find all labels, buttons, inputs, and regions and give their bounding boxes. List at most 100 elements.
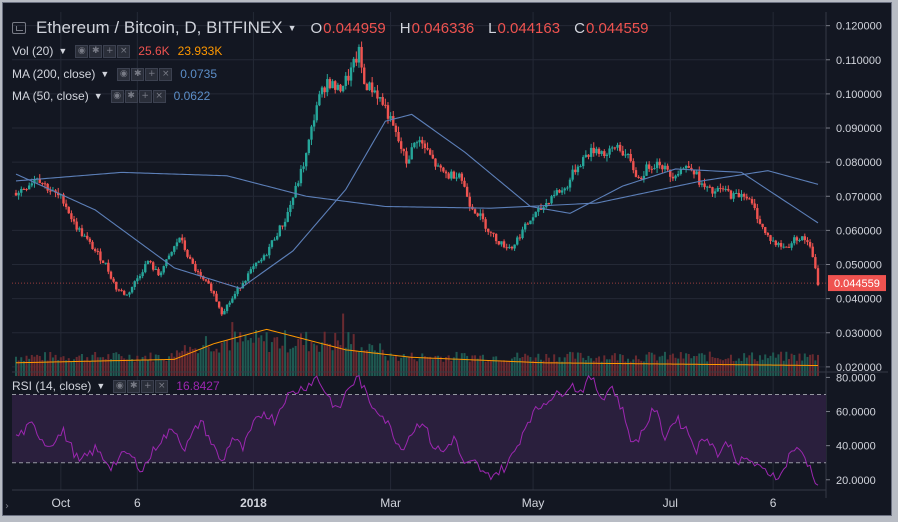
close-icon[interactable]: × xyxy=(155,379,169,393)
ma200-value: 0.0735 xyxy=(180,67,217,81)
volume-bar xyxy=(703,354,706,376)
time-tick-label: 6 xyxy=(770,496,777,510)
eye-icon[interactable]: ◉ xyxy=(113,379,127,393)
eye-icon[interactable]: ◉ xyxy=(110,89,124,103)
ma50-line xyxy=(15,113,819,290)
volume-bar xyxy=(173,356,176,376)
candle-body xyxy=(244,280,247,283)
candle-body xyxy=(632,161,635,171)
volume-bar xyxy=(769,355,772,376)
volume-bar xyxy=(434,355,437,376)
candle-body xyxy=(502,241,506,248)
candle-body xyxy=(795,237,799,241)
volume-bar xyxy=(257,337,260,376)
volume-bar xyxy=(569,351,572,376)
candle-body xyxy=(745,196,748,199)
chevron-down-icon[interactable]: ▼ xyxy=(287,23,297,33)
volume-bar xyxy=(724,358,727,376)
volume-bar xyxy=(658,356,661,376)
volume-bar xyxy=(758,355,761,376)
candle-body xyxy=(157,269,160,276)
candle-body xyxy=(558,190,561,193)
ma50-legend: MA (50, close) ▼ ◉ ✱ + × 0.0622 xyxy=(12,89,210,103)
gear-icon[interactable]: ✱ xyxy=(124,89,138,103)
candle-body xyxy=(381,97,384,105)
volume-bar xyxy=(619,354,622,376)
volume-bar xyxy=(426,357,429,376)
candle-body xyxy=(415,142,419,144)
candle-body xyxy=(83,235,86,237)
rsi-line xyxy=(15,374,819,486)
volume-bar xyxy=(708,351,711,376)
volume-bar xyxy=(466,355,469,376)
plus-icon[interactable]: + xyxy=(138,89,152,103)
last-price-badge xyxy=(828,275,886,292)
volume-bar xyxy=(563,357,566,376)
candle-body xyxy=(595,148,598,154)
volume-bar xyxy=(479,355,482,376)
chevron-down-icon[interactable]: ▼ xyxy=(58,46,68,56)
candle-body xyxy=(299,168,303,184)
chevron-down-icon[interactable]: ▼ xyxy=(93,91,103,101)
gear-icon[interactable]: ✱ xyxy=(131,67,145,81)
candle-body xyxy=(344,75,347,86)
close-icon[interactable]: × xyxy=(152,89,166,103)
candle-body xyxy=(225,304,229,311)
volume-bar xyxy=(526,355,529,376)
plus-icon[interactable]: + xyxy=(141,379,155,393)
volume-bar xyxy=(342,313,345,376)
plus-icon[interactable]: + xyxy=(145,67,159,81)
volume-bar xyxy=(363,350,366,376)
symbol-title[interactable]: Ethereum / Bitcoin, D, BITFINEX xyxy=(36,18,283,37)
candle-body xyxy=(663,165,667,170)
chevron-down-icon[interactable]: ▼ xyxy=(96,381,106,391)
ma200-label[interactable]: MA (200, close) xyxy=(12,67,96,81)
volume-bar xyxy=(561,361,564,376)
candle-body xyxy=(814,257,817,269)
price-tick-label: 0.080000 xyxy=(836,157,882,169)
candle-body xyxy=(803,236,807,241)
candle-body xyxy=(217,301,221,308)
volume-bar xyxy=(88,361,91,376)
close-icon[interactable]: × xyxy=(117,44,131,58)
candle-body xyxy=(162,266,165,273)
candle-body xyxy=(310,126,313,140)
volume-bar xyxy=(605,359,608,376)
candle-body xyxy=(777,243,780,246)
volume-bar xyxy=(534,357,537,376)
time-tick-label: Mar xyxy=(380,496,401,510)
eye-icon[interactable]: ◉ xyxy=(75,44,89,58)
volume-bar xyxy=(537,353,540,376)
eye-icon[interactable]: ◉ xyxy=(117,67,131,81)
candle-body xyxy=(254,262,258,267)
gear-icon[interactable]: ✱ xyxy=(89,44,103,58)
volume-bar xyxy=(265,332,268,376)
candle-body xyxy=(771,240,775,242)
candle-body xyxy=(136,278,139,282)
volume-bar xyxy=(30,355,33,376)
volume-bar xyxy=(249,338,252,376)
volume-bar xyxy=(350,344,353,376)
volume-bar xyxy=(669,354,672,376)
candle-body xyxy=(257,261,260,263)
candle-body xyxy=(721,188,725,190)
plus-icon[interactable]: + xyxy=(103,44,117,58)
candle-body xyxy=(779,243,783,247)
volume-bar xyxy=(774,357,777,376)
gear-icon[interactable]: ✱ xyxy=(127,379,141,393)
volume-bar xyxy=(640,360,643,376)
chevron-down-icon[interactable]: ▼ xyxy=(100,69,110,79)
close-icon[interactable]: × xyxy=(159,67,173,81)
volume-bar xyxy=(447,355,450,376)
candle-body xyxy=(737,192,741,198)
volume-bar xyxy=(286,352,289,376)
volume-label[interactable]: Vol (20) xyxy=(12,44,54,58)
rsi-label[interactable]: RSI (14, close) xyxy=(12,379,92,393)
volume-bar xyxy=(141,357,144,376)
volume-bar xyxy=(476,358,479,376)
candle-body xyxy=(80,228,84,237)
chart-badge-icon[interactable] xyxy=(12,22,26,34)
candle-body xyxy=(647,164,651,169)
volume-bar xyxy=(458,360,461,376)
ma50-label[interactable]: MA (50, close) xyxy=(12,89,89,103)
